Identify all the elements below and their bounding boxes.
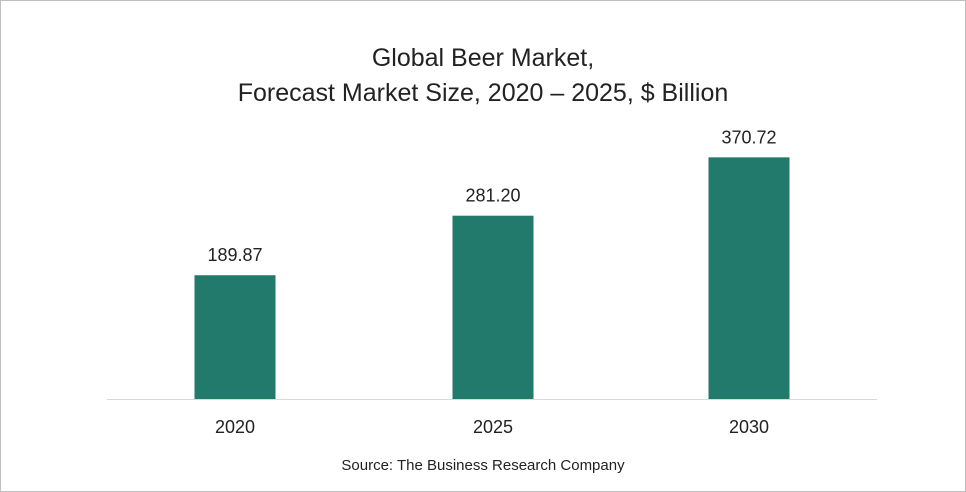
x-tick-label-2025: 2025: [473, 417, 513, 437]
chart-title-line-2: Forecast Market Size, 2020 – 2025, $ Bil…: [237, 79, 729, 107]
x-tick-label-2020: 2020: [215, 417, 255, 437]
data-label-2030: 370.72: [721, 127, 776, 147]
bar-2025: [452, 215, 534, 399]
chart-title-line-1: Global Beer Market,: [371, 44, 595, 72]
bar-2030: [708, 157, 790, 399]
bar-2020: [194, 275, 276, 399]
data-label-2020: 189.87: [207, 245, 262, 265]
x-tick-label-2030: 2030: [729, 417, 769, 437]
source-note: Source: The Business Research Company: [341, 457, 625, 474]
data-label-2025: 281.20: [465, 186, 520, 206]
